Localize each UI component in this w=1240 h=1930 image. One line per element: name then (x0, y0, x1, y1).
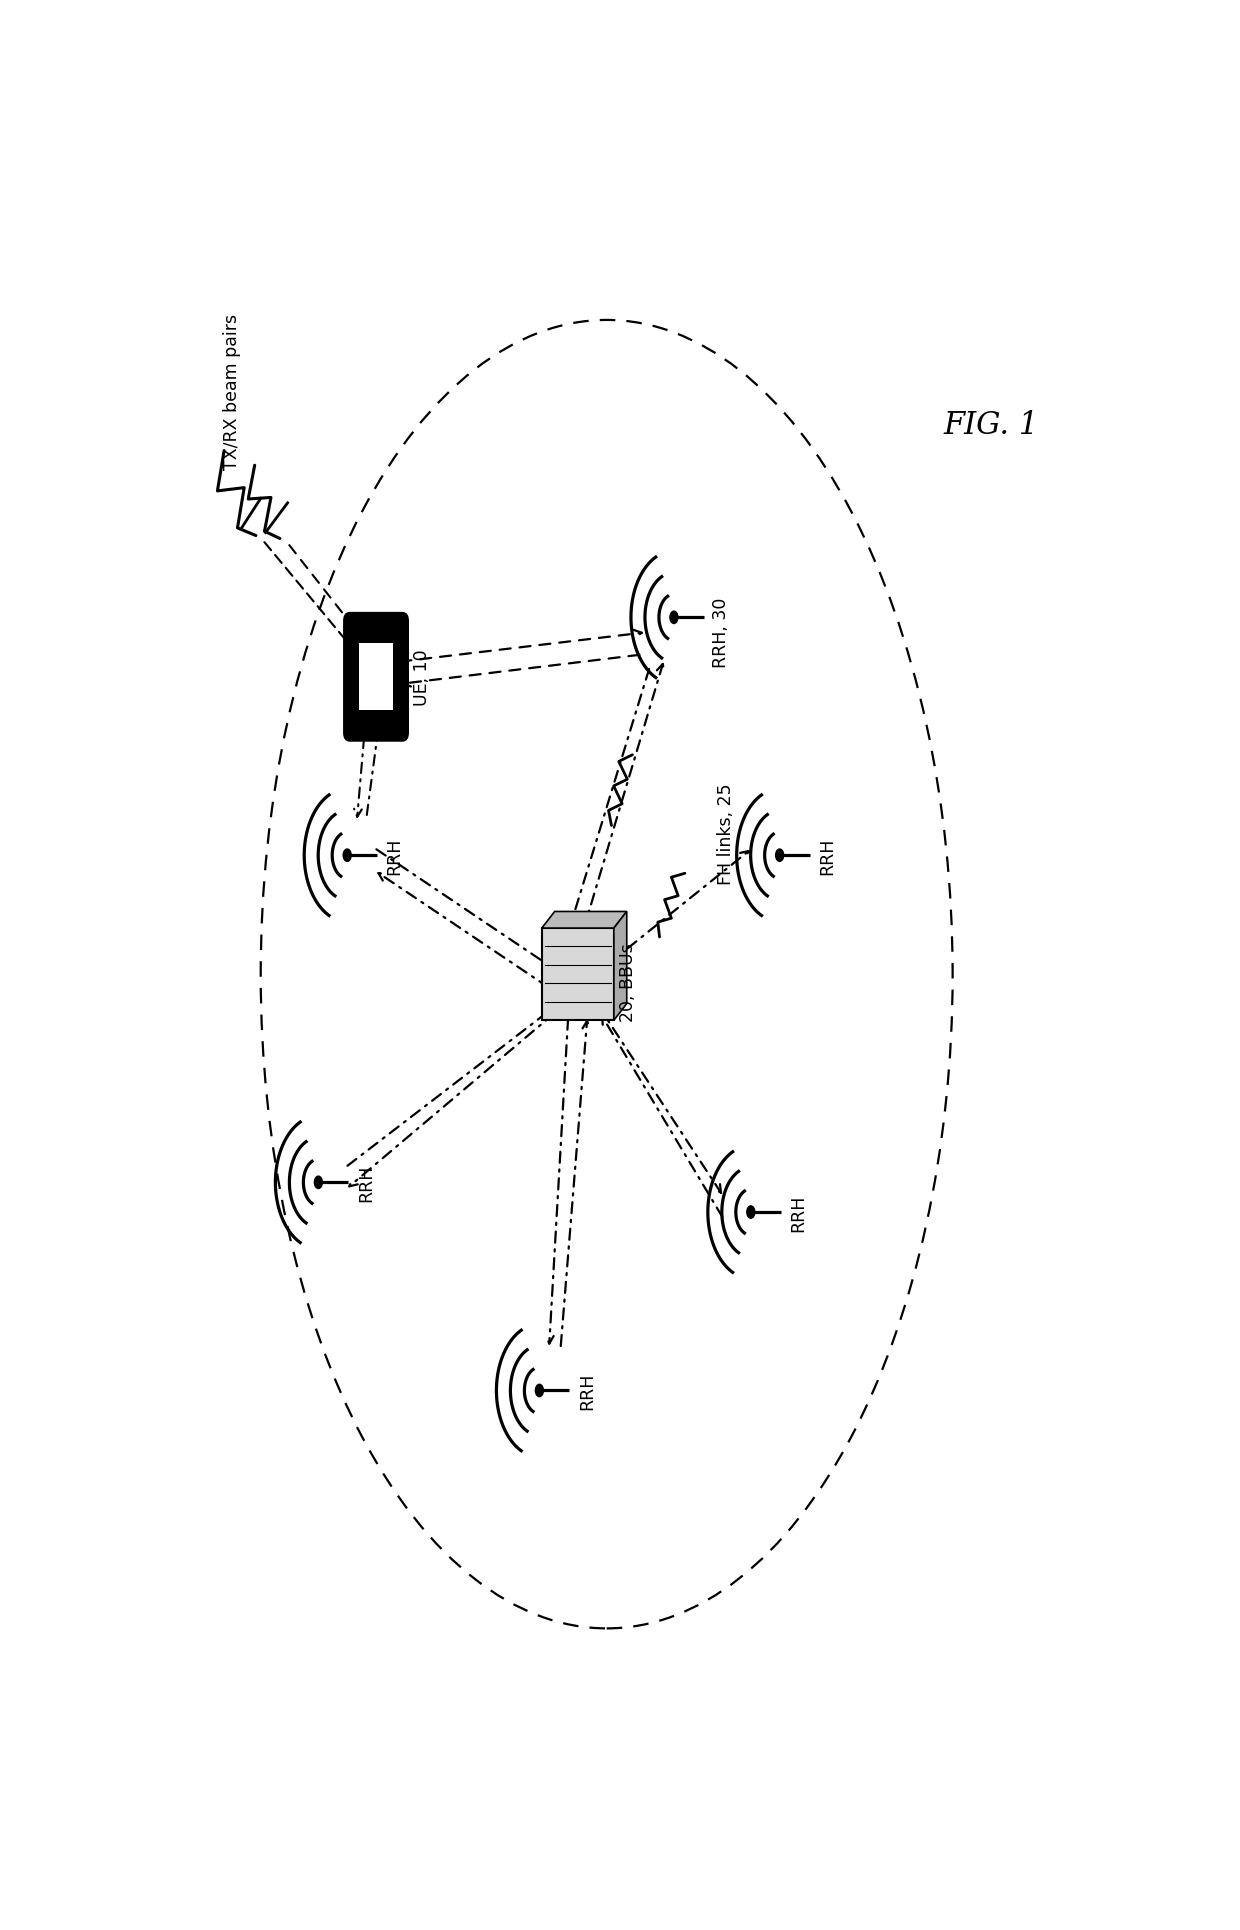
Text: UE, 10: UE, 10 (413, 648, 430, 706)
Polygon shape (614, 913, 626, 1021)
Text: RRH: RRH (789, 1195, 807, 1231)
Text: FH links, 25: FH links, 25 (717, 784, 735, 884)
Circle shape (536, 1384, 543, 1397)
FancyBboxPatch shape (360, 645, 393, 710)
Circle shape (670, 612, 678, 623)
Text: RRH: RRH (818, 838, 836, 874)
Polygon shape (542, 913, 626, 928)
Text: FIG. 1: FIG. 1 (944, 409, 1039, 440)
Text: RRH: RRH (578, 1372, 596, 1409)
Circle shape (315, 1177, 322, 1189)
Bar (542, 928, 614, 1021)
Circle shape (746, 1206, 755, 1218)
Text: RRH, 30: RRH, 30 (713, 598, 730, 668)
Circle shape (343, 849, 351, 863)
FancyBboxPatch shape (345, 614, 407, 741)
Text: 20, BBUs: 20, BBUs (619, 942, 637, 1021)
Text: RRH: RRH (386, 838, 404, 874)
Circle shape (776, 849, 784, 863)
Text: RRH: RRH (357, 1164, 374, 1200)
Text: TX/RX beam pairs: TX/RX beam pairs (223, 313, 241, 469)
